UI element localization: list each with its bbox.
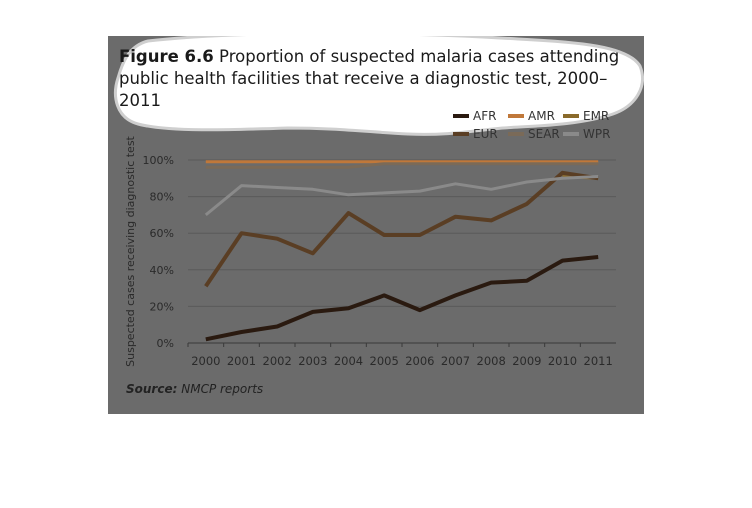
- x-tick-label: 2009: [512, 354, 541, 368]
- source-label: Source:: [126, 382, 178, 396]
- x-tick-label: 2006: [405, 354, 434, 368]
- y-tick-label: 100%: [143, 154, 174, 167]
- series-line-wpr: [204, 175, 599, 217]
- x-tick-label: 2003: [298, 354, 327, 368]
- series-line-eur: [204, 170, 599, 288]
- x-tick-label: 2005: [370, 354, 399, 368]
- line-chart: 0% 20% 40% 60% 80% 100% 2000 2001 2002 2003 2004 20…: [124, 109, 616, 368]
- figure-panel: Figure 6.6 Proportion of suspected malar…: [108, 36, 644, 414]
- figure-caption: Figure 6.6 Proportion of suspected malar…: [119, 46, 639, 112]
- x-tick-label: 2001: [227, 354, 256, 368]
- figure-label: Figure 6.6: [119, 47, 214, 66]
- y-tick-label: 80%: [150, 191, 174, 204]
- x-tick-label: 2008: [477, 354, 506, 368]
- legend-label-eur: EUR: [473, 127, 498, 141]
- x-tick-label: 2004: [334, 354, 363, 368]
- legend-label-afr: AFR: [473, 109, 496, 123]
- y-tick-label: 0%: [157, 337, 174, 350]
- legend-label-amr: AMR: [528, 109, 555, 123]
- series-line-afr: [205, 255, 599, 342]
- y-tick-label: 20%: [150, 300, 174, 313]
- x-tick-label: 2000: [191, 354, 220, 368]
- y-tick-label: 60%: [150, 227, 174, 240]
- x-tick-label: 2011: [584, 354, 613, 368]
- legend-label-sear: SEAR: [528, 127, 560, 141]
- y-axis-label: Suspected cases receiving diagnostic tes…: [124, 135, 137, 366]
- y-tick-label: 40%: [150, 264, 174, 277]
- series-line-sear: [205, 162, 599, 169]
- figure-caption-text: Proportion of suspected malaria cases at…: [119, 47, 620, 110]
- x-tick-label: 2010: [548, 354, 577, 368]
- legend-label-emr: EMR: [583, 109, 609, 123]
- source-note: Source: NMCP reports: [126, 382, 263, 396]
- caption-highlight-shape: [114, 36, 644, 136]
- x-tick-label: 2002: [263, 354, 292, 368]
- legend-label-wpr: WPR: [583, 127, 610, 141]
- x-tick-label: 2007: [441, 354, 470, 368]
- source-text: NMCP reports: [181, 382, 264, 396]
